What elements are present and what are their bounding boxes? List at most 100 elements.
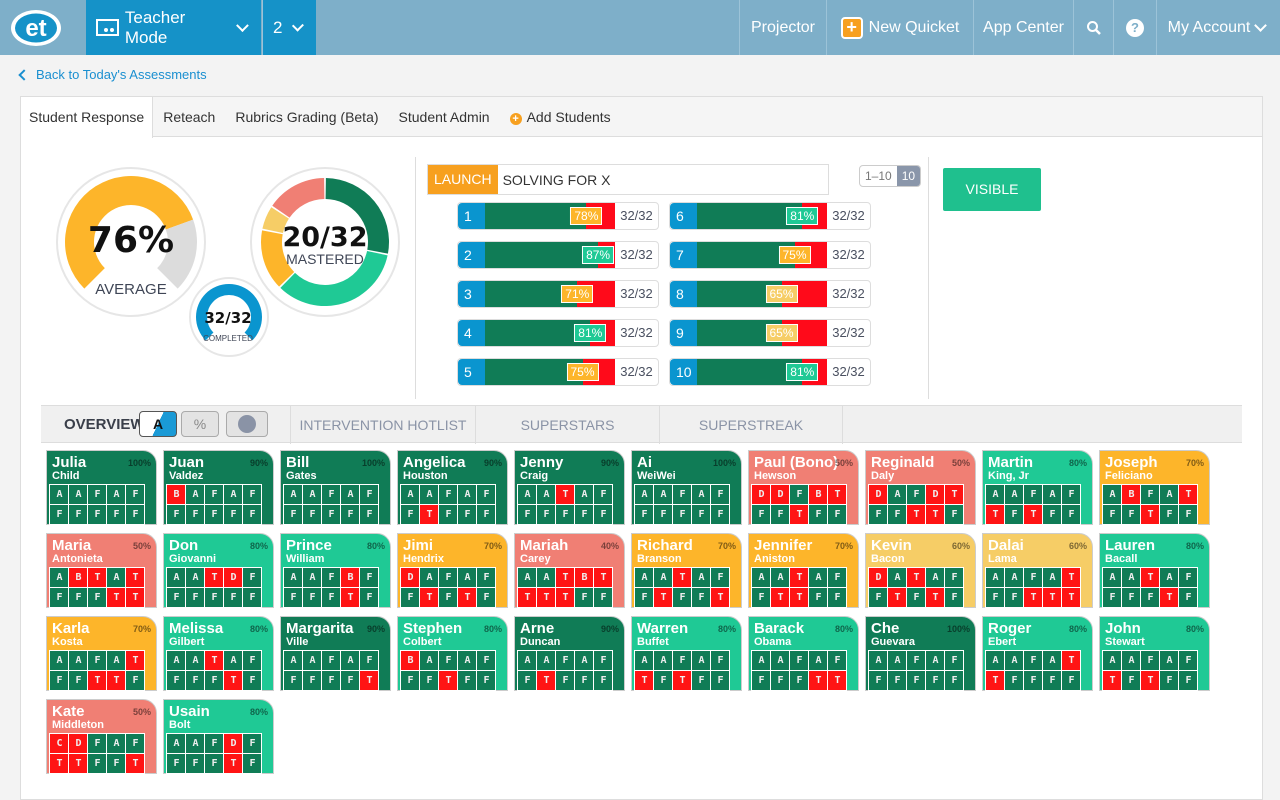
student-card[interactable]: Martin King, Jr 80% AAFAF TFTFF <box>982 450 1093 525</box>
answer-row-1[interactable]: AATBT <box>518 568 613 588</box>
et-logo[interactable]: et <box>10 8 62 48</box>
answer-row-1[interactable]: AAFAT <box>986 651 1081 671</box>
student-card[interactable]: Julia Child 100% AAFAF FFFFF <box>46 450 157 525</box>
tab-rubrics-grading[interactable]: Rubrics Grading (Beta) <box>235 109 379 125</box>
student-card[interactable]: Jennifer Aniston 70% AATAF FTTFF <box>748 533 859 608</box>
answer-row-1[interactable]: DAFDT <box>869 485 964 505</box>
answer-row-1[interactable]: AATAF <box>167 651 262 671</box>
answer-row-1[interactable]: AAFAF <box>752 651 847 671</box>
student-card[interactable]: Angelica Houston 90% AAFAF FTFFF <box>397 450 508 525</box>
tab-add-students[interactable]: + Add Students <box>500 97 621 137</box>
answer-row-2[interactable]: TTTFF <box>518 588 613 608</box>
search-button[interactable] <box>1073 0 1113 55</box>
answer-row-2[interactable]: FFTTT <box>986 588 1081 608</box>
answer-row-2[interactable]: TFFFF <box>986 671 1081 691</box>
answer-row-1[interactable]: AATAF <box>752 568 847 588</box>
answer-row-1[interactable]: DATAF <box>869 568 964 588</box>
student-card[interactable]: Barack Obama 80% AAFAF FFFTT <box>748 616 859 691</box>
question-row[interactable]: 3 71% 32/32 <box>457 280 659 308</box>
answer-row-1[interactable]: AAFAF <box>635 485 730 505</box>
student-card[interactable]: Prince William 80% AAFBF FFFTF <box>280 533 391 608</box>
student-card[interactable]: Paul (Bono) Hewson 50% DDFBT FFTFF <box>748 450 859 525</box>
answer-row-1[interactable]: DAFAF <box>401 568 496 588</box>
answer-row-2[interactable]: FTFTF <box>401 588 496 608</box>
answer-row-2[interactable]: FFFTF <box>167 754 262 774</box>
student-card[interactable]: Karla Kosta 70% AAFAT FFTTF <box>46 616 157 691</box>
visible-button[interactable]: VISIBLE <box>943 168 1041 211</box>
student-card[interactable]: Dalai Lama 60% AAFAT FFTTT <box>982 533 1093 608</box>
tab-student-response[interactable]: Student Response <box>21 97 154 138</box>
answer-row-1[interactable]: ABFAT <box>1103 485 1198 505</box>
answer-row-2[interactable]: TFTFF <box>635 671 730 691</box>
answer-row-2[interactable]: FTFFF <box>518 671 613 691</box>
answer-row-2[interactable]: FFFFF <box>167 505 262 525</box>
letter-view-button[interactable]: A <box>139 411 177 437</box>
question-row[interactable]: 2 87% 32/32 <box>457 241 659 269</box>
student-card[interactable]: Usain Bolt 80% AAFDF FFFTF <box>163 699 274 774</box>
answer-row-1[interactable]: AAFAF <box>1103 651 1198 671</box>
student-card[interactable]: Jimi Hendrix 70% DAFAF FTFTF <box>397 533 508 608</box>
tab-student-admin[interactable]: Student Admin <box>398 109 490 125</box>
answer-row-1[interactable]: AATAF <box>1103 568 1198 588</box>
answer-row-2[interactable]: FFFTF <box>284 588 379 608</box>
answer-row-2[interactable]: FTFFT <box>635 588 730 608</box>
answer-row-2[interactable]: FFTTF <box>50 671 145 691</box>
answer-row-1[interactable]: AATAF <box>635 568 730 588</box>
answer-row-1[interactable]: AAFDF <box>167 734 262 754</box>
answer-row-2[interactable]: FTFTF <box>869 588 964 608</box>
student-card[interactable]: Don Giovanni 80% AATDF FFFFF <box>163 533 274 608</box>
tab-reteach[interactable]: Reteach <box>163 109 216 125</box>
question-row[interactable]: 4 81% 32/32 <box>457 319 659 347</box>
student-card[interactable]: John Stewart 80% AAFAF TFTFF <box>1099 616 1210 691</box>
student-card[interactable]: Joseph Feliciano 70% ABFAT FFTFF <box>1099 450 1210 525</box>
answer-row-2[interactable]: FTFFF <box>401 505 496 525</box>
question-row[interactable]: 5 75% 32/32 <box>457 358 659 386</box>
answer-row-2[interactable]: TTFFT <box>50 754 145 774</box>
student-card[interactable]: Kevin Bacon 60% DATAF FTFTF <box>865 533 976 608</box>
student-card[interactable]: Che Guevara 100% AAFAF FFFFF <box>865 616 976 691</box>
pager-range[interactable]: 1–10 <box>865 169 892 183</box>
answer-row-2[interactable]: FFFFF <box>635 505 730 525</box>
answer-row-2[interactable]: FTTFF <box>752 588 847 608</box>
question-row[interactable]: 10 81% 32/32 <box>669 358 871 386</box>
answer-row-2[interactable]: FFFFF <box>284 505 379 525</box>
answer-row-1[interactable]: AATDF <box>167 568 262 588</box>
answer-row-2[interactable]: FFFFT <box>284 671 379 691</box>
answer-row-1[interactable]: BAFAF <box>401 651 496 671</box>
student-card[interactable]: Juan Valdez 90% BAFAF FFFFF <box>163 450 274 525</box>
question-row[interactable]: 6 81% 32/32 <box>669 202 871 230</box>
back-to-assessments-link[interactable]: Back to Today's Assessments <box>18 67 207 82</box>
answer-row-1[interactable]: AAFAF <box>986 485 1081 505</box>
answer-row-2[interactable]: FFFFF <box>518 505 613 525</box>
answer-row-1[interactable]: AAFAF <box>635 651 730 671</box>
student-card[interactable]: Warren Buffet 80% AAFAF TFTFF <box>631 616 742 691</box>
answer-row-1[interactable]: AAFAT <box>986 568 1081 588</box>
student-card[interactable]: Melissa Gilbert 80% AATAF FFFTF <box>163 616 274 691</box>
tab-superstreak[interactable]: SUPERSTREAK <box>659 406 843 444</box>
answer-row-1[interactable]: AAFAT <box>50 651 145 671</box>
answer-row-2[interactable]: FFTTF <box>869 505 964 525</box>
student-card[interactable]: Jenny Craig 90% AATAF FFFFF <box>514 450 625 525</box>
answer-row-1[interactable]: DDFBT <box>752 485 847 505</box>
tab-intervention-hotlist[interactable]: INTERVENTION HOTLIST <box>290 406 475 444</box>
class-number-dropdown[interactable]: 2 <box>262 0 316 55</box>
answer-row-2[interactable]: TFTFF <box>1103 671 1198 691</box>
student-card[interactable]: Margarita Ville 90% AAFAF FFFFT <box>280 616 391 691</box>
gauge-view-button[interactable] <box>226 411 268 437</box>
help-button[interactable]: ? <box>1113 0 1156 55</box>
answer-row-1[interactable]: AAFAF <box>869 651 964 671</box>
answer-row-2[interactable]: FFFTF <box>167 671 262 691</box>
answer-row-2[interactable]: FFFFF <box>167 588 262 608</box>
app-center-button[interactable]: App Center <box>973 0 1073 55</box>
question-row[interactable]: 1 78% 32/32 <box>457 202 659 230</box>
answer-row-1[interactable]: AAFAF <box>284 651 379 671</box>
student-card[interactable]: Stephen Colbert 80% BAFAF FFTFF <box>397 616 508 691</box>
answer-row-2[interactable]: FFFTT <box>50 588 145 608</box>
teacher-mode-dropdown[interactable]: Teacher Mode <box>86 0 261 55</box>
student-card[interactable]: Ai WeiWei 100% AAFAF FFFFF <box>631 450 742 525</box>
question-row[interactable]: 7 75% 32/32 <box>669 241 871 269</box>
answer-row-1[interactable]: AAFAF <box>401 485 496 505</box>
projector-button[interactable]: Projector <box>739 0 826 55</box>
student-card[interactable]: Richard Branson 70% AATAF FTFFT <box>631 533 742 608</box>
answer-row-2[interactable]: FFTFF <box>752 505 847 525</box>
